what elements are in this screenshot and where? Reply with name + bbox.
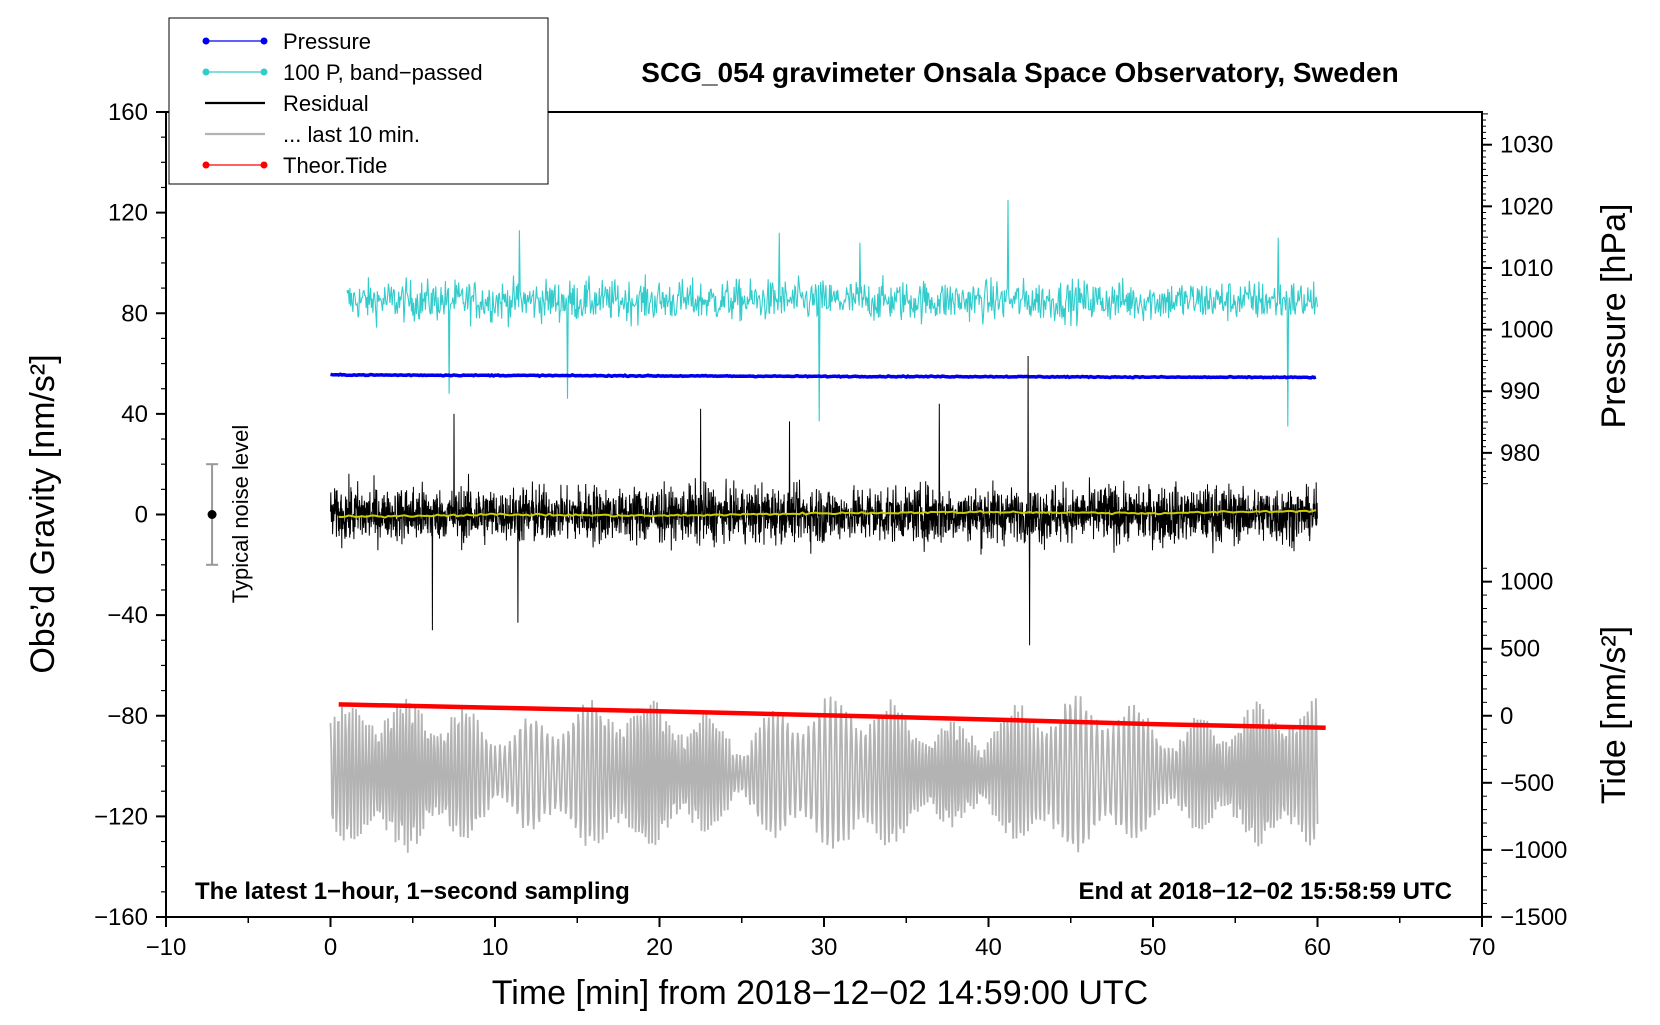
- y-tick-label: 160: [108, 99, 148, 126]
- y-axis-right: 1030 1020 1010 1000 990 980 1000 500 0 −500 −1000 −…: [1482, 113, 1567, 931]
- x-tick-label: 70: [1469, 934, 1496, 961]
- x-tick-label: 20: [646, 934, 673, 961]
- x-tick-label: 10: [482, 934, 509, 961]
- annotation-sampling: The latest 1−hour, 1−second sampling: [195, 878, 630, 905]
- x-tick-label: 50: [1140, 934, 1167, 961]
- pressure-tick-label: 1010: [1500, 255, 1553, 282]
- y-axis-left: 160 120 80 40 0 −40 −80 −120 −160: [94, 99, 166, 931]
- legend-dot: [260, 161, 268, 169]
- bandpassed-line: [346, 199, 1318, 427]
- x-tick-label: 0: [324, 934, 337, 961]
- legend-dot: [202, 68, 210, 76]
- tide-tick-label: 0: [1500, 703, 1513, 730]
- tide-tick-label: 1000: [1500, 569, 1553, 596]
- legend-label: 100 P, band−passed: [283, 60, 483, 85]
- pressure-tick-label: 1030: [1500, 132, 1553, 159]
- residual-line: [330, 355, 1318, 646]
- series-bandpassed: [346, 199, 1318, 427]
- x-tick-label: 40: [975, 934, 1002, 961]
- legend-dot: [260, 68, 268, 76]
- pressure-tick-label: 980: [1500, 440, 1540, 467]
- x-axis-title: Time [min] from 2018−12−02 14:59:00 UTC: [492, 974, 1148, 1012]
- noise-point: [207, 510, 217, 519]
- annotation-end-time: End at 2018−12−02 15:58:59 UTC: [1078, 878, 1452, 905]
- tide-tick-label: −500: [1500, 770, 1554, 797]
- pressure-tick-label: 1020: [1500, 193, 1553, 220]
- tide-tick-label: −1500: [1500, 904, 1567, 931]
- series-theor-tide: [338, 702, 1326, 731]
- y-tick-label: 0: [135, 502, 148, 529]
- y-tick-label: 120: [108, 200, 148, 227]
- theor-tide-line: [338, 702, 1326, 731]
- series-residual-smoothed: [338, 509, 1317, 519]
- pressure-tick-label: 990: [1500, 378, 1540, 405]
- legend-label: Theor.Tide: [283, 153, 387, 178]
- y-tick-label: −160: [94, 904, 148, 931]
- x-tick-label: 60: [1304, 934, 1331, 961]
- y-tick-label: 80: [121, 300, 148, 327]
- pressure-line: [330, 372, 1317, 380]
- legend: Pressure 100 P, band−passed Residual ... la…: [168, 17, 549, 185]
- legend-label: Residual: [283, 91, 369, 116]
- legend-dot: [202, 161, 210, 169]
- x-tick-label: 30: [811, 934, 838, 961]
- tide-tick-label: −1000: [1500, 837, 1567, 864]
- y-axis-title-tide: Tide [nm/s²]: [1595, 626, 1633, 804]
- series-residual: [330, 355, 1318, 646]
- x-axis: −10 0 10 20 30 40 50 60 70: [146, 917, 1496, 961]
- series-last-10-min: [329, 695, 1319, 853]
- legend-label: Pressure: [283, 29, 371, 54]
- legend-label: ... last 10 min.: [283, 122, 420, 147]
- chart-title: SCG_054 gravimeter Onsala Space Observat…: [641, 57, 1398, 88]
- last-10-min-line: [329, 695, 1319, 853]
- y-tick-label: 40: [121, 401, 148, 428]
- noise-level-marker: Typical noise level: [206, 425, 253, 604]
- y-tick-label: −80: [107, 703, 148, 730]
- x-tick-label: −10: [146, 934, 187, 961]
- legend-box: [168, 17, 549, 185]
- y-axis-title-left: Obs’d Gravity [nm/s²]: [24, 354, 62, 673]
- legend-dot: [202, 37, 210, 45]
- legend-dot: [260, 37, 268, 45]
- pressure-tick-label: 1000: [1500, 317, 1553, 344]
- noise-label: Typical noise level: [228, 425, 253, 604]
- y-tick-label: −40: [107, 602, 148, 629]
- smoothed-residual-line: [338, 509, 1317, 519]
- y-tick-label: −120: [94, 803, 148, 830]
- tide-tick-label: 500: [1500, 636, 1540, 663]
- series-pressure: [330, 372, 1317, 380]
- y-axis-title-pressure: Pressure [hPa]: [1595, 204, 1633, 429]
